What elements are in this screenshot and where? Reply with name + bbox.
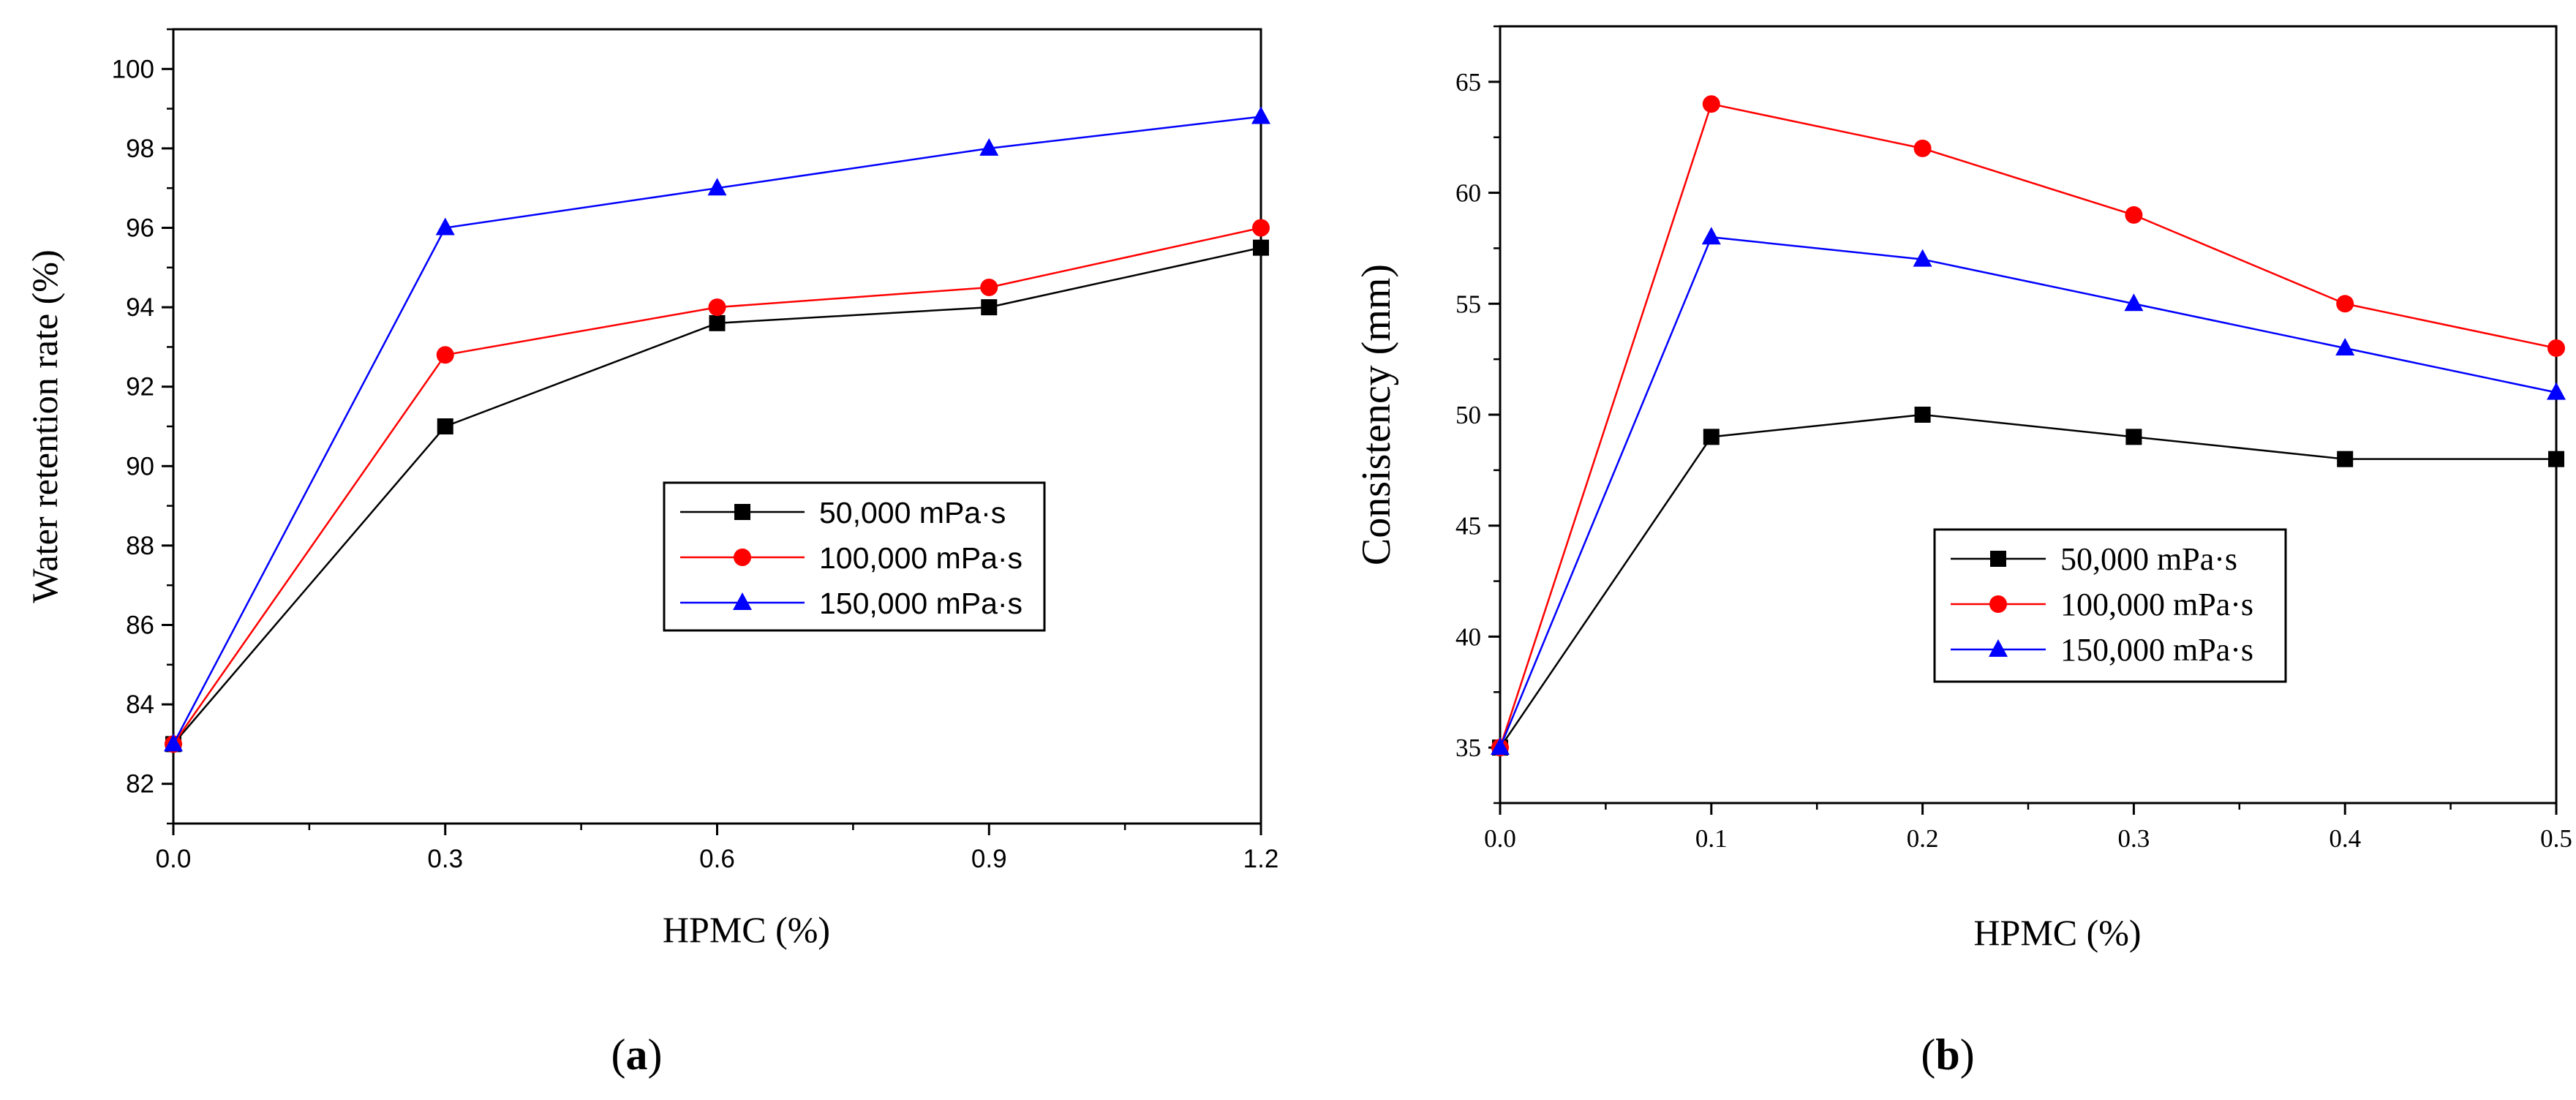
x-axis-title: HPMC (%) bbox=[663, 909, 830, 950]
data-point-circle bbox=[1702, 95, 1720, 113]
panel-label: (a) bbox=[611, 1031, 663, 1079]
legend-marker-triangle bbox=[733, 592, 752, 610]
x-tick-label: 0.3 bbox=[2118, 824, 2150, 853]
y-tick-label: 90 bbox=[126, 452, 154, 481]
legend-label: 50,000 mPa·s bbox=[2060, 541, 2237, 577]
data-point-circle bbox=[2336, 295, 2354, 313]
data-point-triangle bbox=[2124, 293, 2144, 312]
y-tick-label: 86 bbox=[126, 611, 154, 640]
data-point-triangle bbox=[2547, 382, 2566, 400]
y-tick-label: 92 bbox=[126, 373, 154, 402]
y-tick-label: 100 bbox=[112, 55, 154, 83]
series-line-triangle bbox=[172, 116, 1262, 745]
x-tick-label: 0.0 bbox=[1484, 824, 1516, 853]
y-tick-label: 55 bbox=[1455, 290, 1481, 318]
y-tick-label: 88 bbox=[126, 532, 154, 560]
data-point-square bbox=[709, 314, 726, 331]
data-point-triangle bbox=[1701, 227, 1721, 245]
y-tick-label: 82 bbox=[126, 770, 154, 799]
series-line-circle bbox=[1499, 102, 2557, 748]
legend-marker-triangle bbox=[1989, 639, 2008, 657]
legend-marker-square bbox=[734, 504, 750, 520]
y-tick-label: 65 bbox=[1455, 68, 1481, 97]
panel-label: (b) bbox=[1921, 1031, 1974, 1079]
x-tick-label: 0.5 bbox=[2540, 824, 2572, 853]
chart-panel-b: 0.0 0.1 0.2 0.3 0.4 0.5 35 40 45 50 55 60 65 Consiste… bbox=[1354, 25, 2572, 1079]
legend-label: 150,000 mPa·s bbox=[2060, 632, 2253, 668]
data-point-square bbox=[2548, 451, 2564, 467]
data-point-triangle bbox=[1491, 737, 1510, 756]
data-point-triangle bbox=[164, 734, 183, 752]
y-tick-label: 60 bbox=[1455, 179, 1481, 208]
y-tick-label: 96 bbox=[126, 214, 154, 243]
x-tick-label: 0.1 bbox=[1695, 824, 1728, 853]
y-tick-label: 50 bbox=[1455, 401, 1481, 429]
y-axis-title: Consistency (mm) bbox=[1354, 264, 1399, 565]
y-tick-label: 98 bbox=[126, 135, 154, 163]
data-point-circle bbox=[2547, 339, 2565, 357]
x-tick-label: 0.0 bbox=[156, 845, 192, 873]
data-point-circle bbox=[980, 278, 998, 296]
x-tick-label: 0.4 bbox=[2329, 824, 2361, 853]
data-point-square bbox=[1703, 429, 1720, 445]
data-point-triangle bbox=[1251, 106, 1270, 124]
x-tick-label: 0.3 bbox=[427, 845, 463, 873]
x-axis-title: HPMC (%) bbox=[1973, 912, 2141, 953]
y-tick-label: 40 bbox=[1455, 622, 1481, 651]
x-tick-label: 0.2 bbox=[1907, 824, 1939, 853]
series-line-square bbox=[1499, 413, 2556, 748]
plot-frame bbox=[1499, 25, 2558, 805]
data-point-square bbox=[1914, 407, 1931, 423]
y-tick-label: 94 bbox=[126, 293, 154, 322]
chart-panel-a: 0.0 0.3 0.6 0.9 1.2 82 84 86 88 90 92 94 96 98 100 Wate… bbox=[24, 28, 1279, 1079]
y-tick-label: 35 bbox=[1455, 734, 1481, 762]
legend-marker-square bbox=[1990, 551, 2006, 567]
y-axis-title: Water retention rate (%) bbox=[24, 249, 65, 603]
legend-label: 150,000 mPa·s bbox=[819, 587, 1023, 620]
data-point-triangle bbox=[707, 178, 727, 196]
x-tick-label: 0.6 bbox=[699, 845, 735, 873]
legend-marker-circle bbox=[734, 549, 751, 566]
data-point-triangle bbox=[1913, 249, 1932, 267]
series-line-triangle bbox=[1499, 236, 2557, 748]
data-point-square bbox=[981, 299, 998, 316]
data-point-triangle bbox=[979, 138, 999, 156]
data-point-circle bbox=[436, 346, 454, 364]
data-point-circle bbox=[1913, 139, 1932, 157]
data-point-square bbox=[1253, 239, 1269, 256]
data-point-square bbox=[2125, 429, 2142, 445]
x-tick-label: 0.9 bbox=[971, 845, 1007, 873]
plot-frame bbox=[172, 28, 1262, 825]
y-tick-label: 84 bbox=[126, 690, 154, 719]
legend-label: 50,000 mPa·s bbox=[819, 496, 1006, 530]
legend-marker-circle bbox=[1989, 595, 2007, 613]
data-point-circle bbox=[2125, 206, 2143, 224]
legend: 50,000 mPa·s 100,000 mPa·s 150,000 mPa·s bbox=[1933, 528, 2287, 683]
data-point-square bbox=[437, 418, 453, 434]
data-point-circle bbox=[1252, 219, 1270, 237]
y-tick-label: 45 bbox=[1455, 512, 1481, 540]
data-point-circle bbox=[708, 298, 726, 317]
legend-label: 100,000 mPa·s bbox=[2060, 587, 2253, 622]
legend-label: 100,000 mPa·s bbox=[819, 541, 1023, 575]
data-point-triangle bbox=[435, 217, 455, 236]
x-tick-label: 1.2 bbox=[1243, 845, 1279, 873]
legend: 50,000 mPa·s 100,000 mPa·s 150,000 mPa·s bbox=[663, 481, 1046, 632]
data-point-triangle bbox=[2335, 337, 2355, 355]
data-point-square bbox=[2337, 451, 2354, 467]
